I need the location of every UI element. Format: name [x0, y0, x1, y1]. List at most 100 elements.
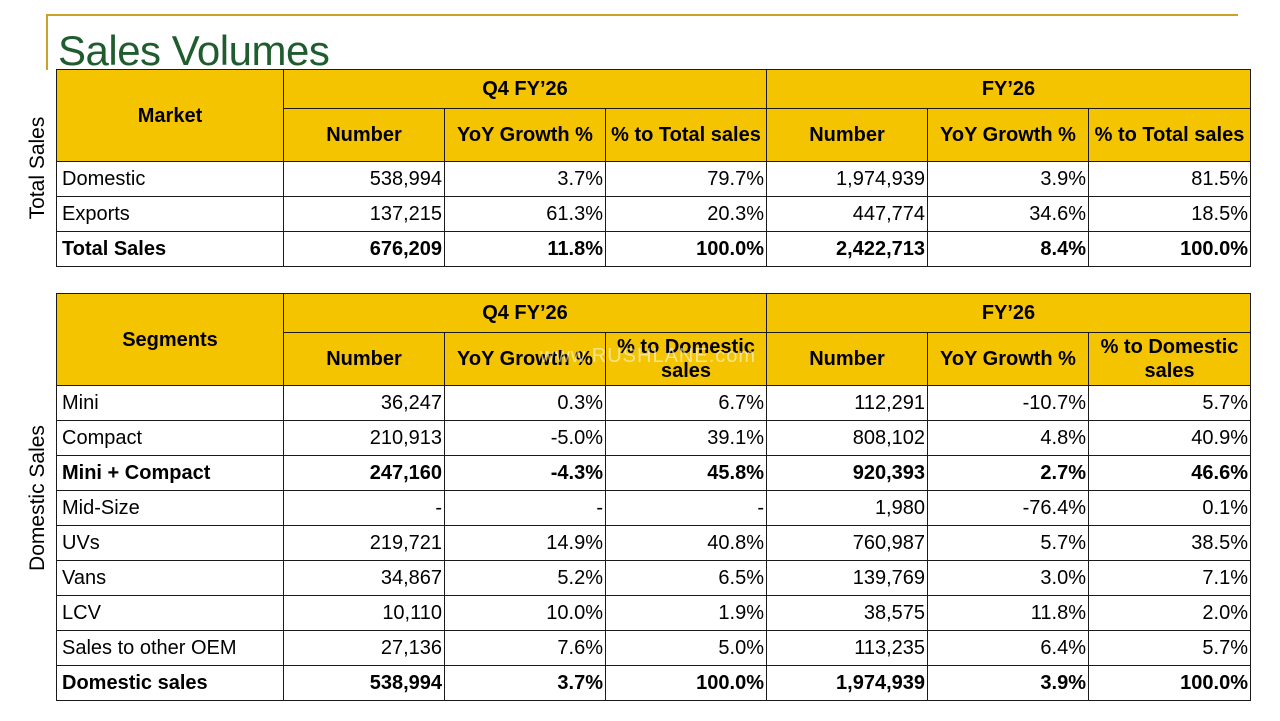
table-row: LCV 10,110 10.0% 1.9% 38,575 11.8% 2.0% [56, 595, 1251, 631]
fy-share-cell: 2.0% [1088, 595, 1251, 631]
row-label: Total Sales [56, 231, 284, 267]
domestic-sales-table: Segments Q4 FY’26 FY’26 Number YoY Growt… [56, 293, 1251, 701]
q4-yoy-cell: 7.6% [444, 630, 606, 666]
fy-share-cell: 81.5% [1088, 161, 1251, 197]
fy-yoy-cell: 3.9% [927, 665, 1089, 701]
q4-number-cell: 36,247 [283, 385, 445, 421]
q4-share-cell: 79.7% [605, 161, 767, 197]
fy-yoy-cell: 2.7% [927, 455, 1089, 491]
q4-yoy-cell: 3.7% [444, 665, 606, 701]
q4-share-cell: 100.0% [605, 231, 767, 267]
fy-number-cell: 447,774 [766, 196, 928, 232]
table-row: Domestic sales 538,994 3.7% 100.0% 1,974,939… [56, 665, 1251, 701]
q4-share-cell: 20.3% [605, 196, 767, 232]
domestic-table-body: Mini 36,247 0.3% 6.7% 112,291 -10.7% 5.7% Compa… [56, 385, 1251, 701]
q4-yoy-cell: 11.8% [444, 231, 606, 267]
fy-share-cell: 18.5% [1088, 196, 1251, 232]
q4-yoy-cell: 5.2% [444, 560, 606, 596]
side-accent-rule [46, 14, 48, 70]
q4-share-cell: 100.0% [605, 665, 767, 701]
row-label: UVs [56, 525, 284, 561]
q4-yoy-header: YoY Growth % [444, 332, 606, 386]
fy-yoy-cell: 34.6% [927, 196, 1089, 232]
row-label: Sales to other OEM [56, 630, 284, 666]
q4-share-cell: - [605, 490, 767, 526]
q4-share-cell: 45.8% [605, 455, 767, 491]
segments-header: Segments [56, 293, 284, 386]
q4-yoy-cell: - [444, 490, 606, 526]
fy-number-cell: 38,575 [766, 595, 928, 631]
q4-number-header: Number [283, 332, 445, 386]
table-row: Mid-Size - - -1,980 -76.4% 0.1% [56, 490, 1251, 526]
q4-yoy-cell: 3.7% [444, 161, 606, 197]
fy-share-cell: 46.6% [1088, 455, 1251, 491]
total-sales-side-label: Total Sales [26, 116, 49, 220]
table-row: Total Sales 676,209 11.8% 100.0% 2,422,713 8.… [56, 231, 1251, 267]
fy-share-cell: 40.9% [1088, 420, 1251, 456]
row-label: Mini + Compact [56, 455, 284, 491]
fy-yoy-cell: -10.7% [927, 385, 1089, 421]
fy-yoy-cell: 11.8% [927, 595, 1089, 631]
q4-number-cell: 219,721 [283, 525, 445, 561]
q4-group-header: Q4 FY’26 [283, 293, 767, 333]
q4-yoy-cell: -5.0% [444, 420, 606, 456]
fy-group-header: FY’26 [766, 293, 1251, 333]
fy-yoy-cell: 4.8% [927, 420, 1089, 456]
q4-number-header: Number [283, 108, 445, 162]
q4-share-cell: 1.9% [605, 595, 767, 631]
table-row: Mini 36,247 0.3% 6.7% 112,291 -10.7% 5.7% [56, 385, 1251, 421]
fy-number-cell: 112,291 [766, 385, 928, 421]
fy-share-cell: 5.7% [1088, 385, 1251, 421]
q4-share-cell: 6.7% [605, 385, 767, 421]
q4-number-cell: 247,160 [283, 455, 445, 491]
q4-share-cell: 6.5% [605, 560, 767, 596]
total-sales-table: Market Q4 FY’26 FY’26 Number YoY Growth … [56, 69, 1251, 267]
fy-number-cell: 2,422,713 [766, 231, 928, 267]
watermark-text: www.RUSHLANE.com [540, 345, 757, 367]
table-row: Vans 34,867 5.2% 6.5% 139,769 3.0% 7.1% [56, 560, 1251, 596]
q4-group-header: Q4 FY’26 [283, 69, 767, 109]
fy-yoy-cell: 5.7% [927, 525, 1089, 561]
fy-yoy-cell: 6.4% [927, 630, 1089, 666]
fy-yoy-cell: 3.9% [927, 161, 1089, 197]
table-row: Mini + Compact 247,160 -4.3% 45.8% 920,393 2.… [56, 455, 1251, 491]
fy-share-header: % to Total sales [1088, 108, 1251, 162]
fy-number-cell: 920,393 [766, 455, 928, 491]
q4-share-cell: 39.1% [605, 420, 767, 456]
fy-yoy-cell: 3.0% [927, 560, 1089, 596]
q4-yoy-cell: 61.3% [444, 196, 606, 232]
fy-number-cell: 113,235 [766, 630, 928, 666]
fy-number-cell: 1,974,939 [766, 665, 928, 701]
q4-number-cell: 10,110 [283, 595, 445, 631]
row-label: LCV [56, 595, 284, 631]
row-label: Compact [56, 420, 284, 456]
q4-yoy-header: YoY Growth % [444, 108, 606, 162]
q4-yoy-cell: -4.3% [444, 455, 606, 491]
domestic-sales-side-label: Domestic Sales [26, 425, 49, 571]
fy-share-cell: 7.1% [1088, 560, 1251, 596]
fy-share-header: % to Domestic sales [1088, 332, 1251, 386]
table-row: Sales to other OEM 27,136 7.6% 5.0% 113,235 6… [56, 630, 1251, 666]
q4-yoy-cell: 10.0% [444, 595, 606, 631]
fy-share-cell: 38.5% [1088, 525, 1251, 561]
q4-share-header: % to Domestic sales [605, 332, 767, 386]
fy-number-cell: 760,987 [766, 525, 928, 561]
fy-number-header: Number [766, 108, 928, 162]
fy-yoy-cell: 8.4% [927, 231, 1089, 267]
total-table-body: Domestic 538,994 3.7% 79.7% 1,974,939 3.9% 81.… [56, 161, 1251, 267]
q4-number-cell: 27,136 [283, 630, 445, 666]
fy-number-header: Number [766, 332, 928, 386]
fy-share-cell: 5.7% [1088, 630, 1251, 666]
fy-group-header: FY’26 [766, 69, 1251, 109]
q4-yoy-cell: 0.3% [444, 385, 606, 421]
page-title: Sales Volumes [58, 27, 330, 74]
fy-yoy-cell: -76.4% [927, 490, 1089, 526]
q4-yoy-cell: 14.9% [444, 525, 606, 561]
q4-share-cell: 40.8% [605, 525, 767, 561]
market-header: Market [56, 69, 284, 162]
fy-share-cell: 100.0% [1088, 665, 1251, 701]
q4-share-cell: 5.0% [605, 630, 767, 666]
table-row: UVs 219,721 14.9% 40.8% 760,987 5.7% 38.5% [56, 525, 1251, 561]
q4-number-cell: 34,867 [283, 560, 445, 596]
row-label: Mid-Size [56, 490, 284, 526]
